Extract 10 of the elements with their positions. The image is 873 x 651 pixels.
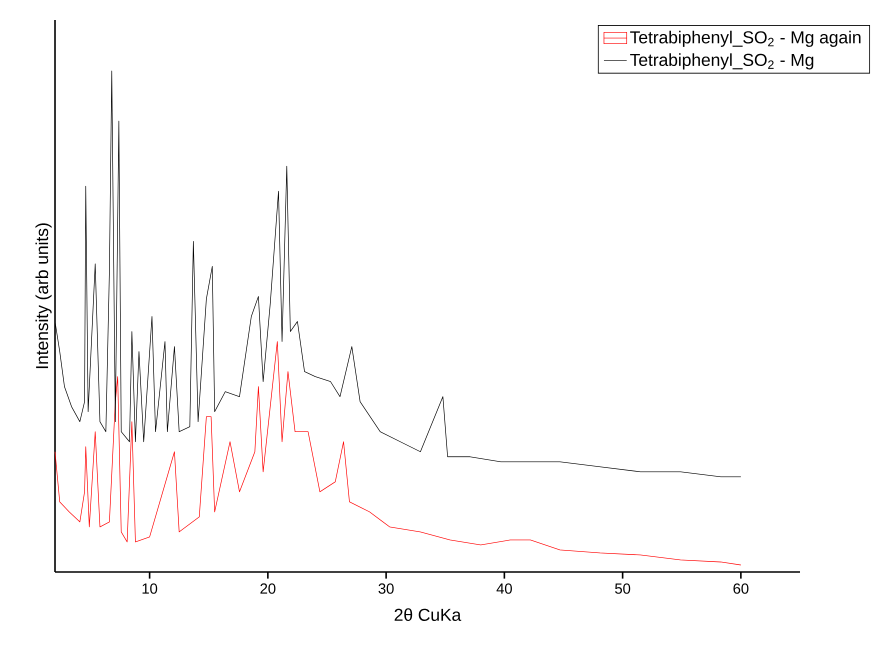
x-tick-label: 40: [496, 583, 512, 594]
x-tick-label: 20: [260, 583, 276, 594]
x-tick-label: 50: [615, 583, 630, 594]
y-axis-title: Intensity (arb units): [35, 223, 52, 368]
legend-label: Tetrabiphenyl_SO$_{2}$ - Mg again: [630, 30, 860, 47]
x-tick-label: 30: [378, 583, 394, 594]
legend-label: Tetrabiphenyl_SO$_{2}$ - Mg: [630, 53, 814, 70]
x-tick-label: 10: [142, 583, 158, 594]
x-tick-label: 60: [733, 583, 748, 594]
x-axis-title: 2θ CuKa: [394, 608, 462, 621]
